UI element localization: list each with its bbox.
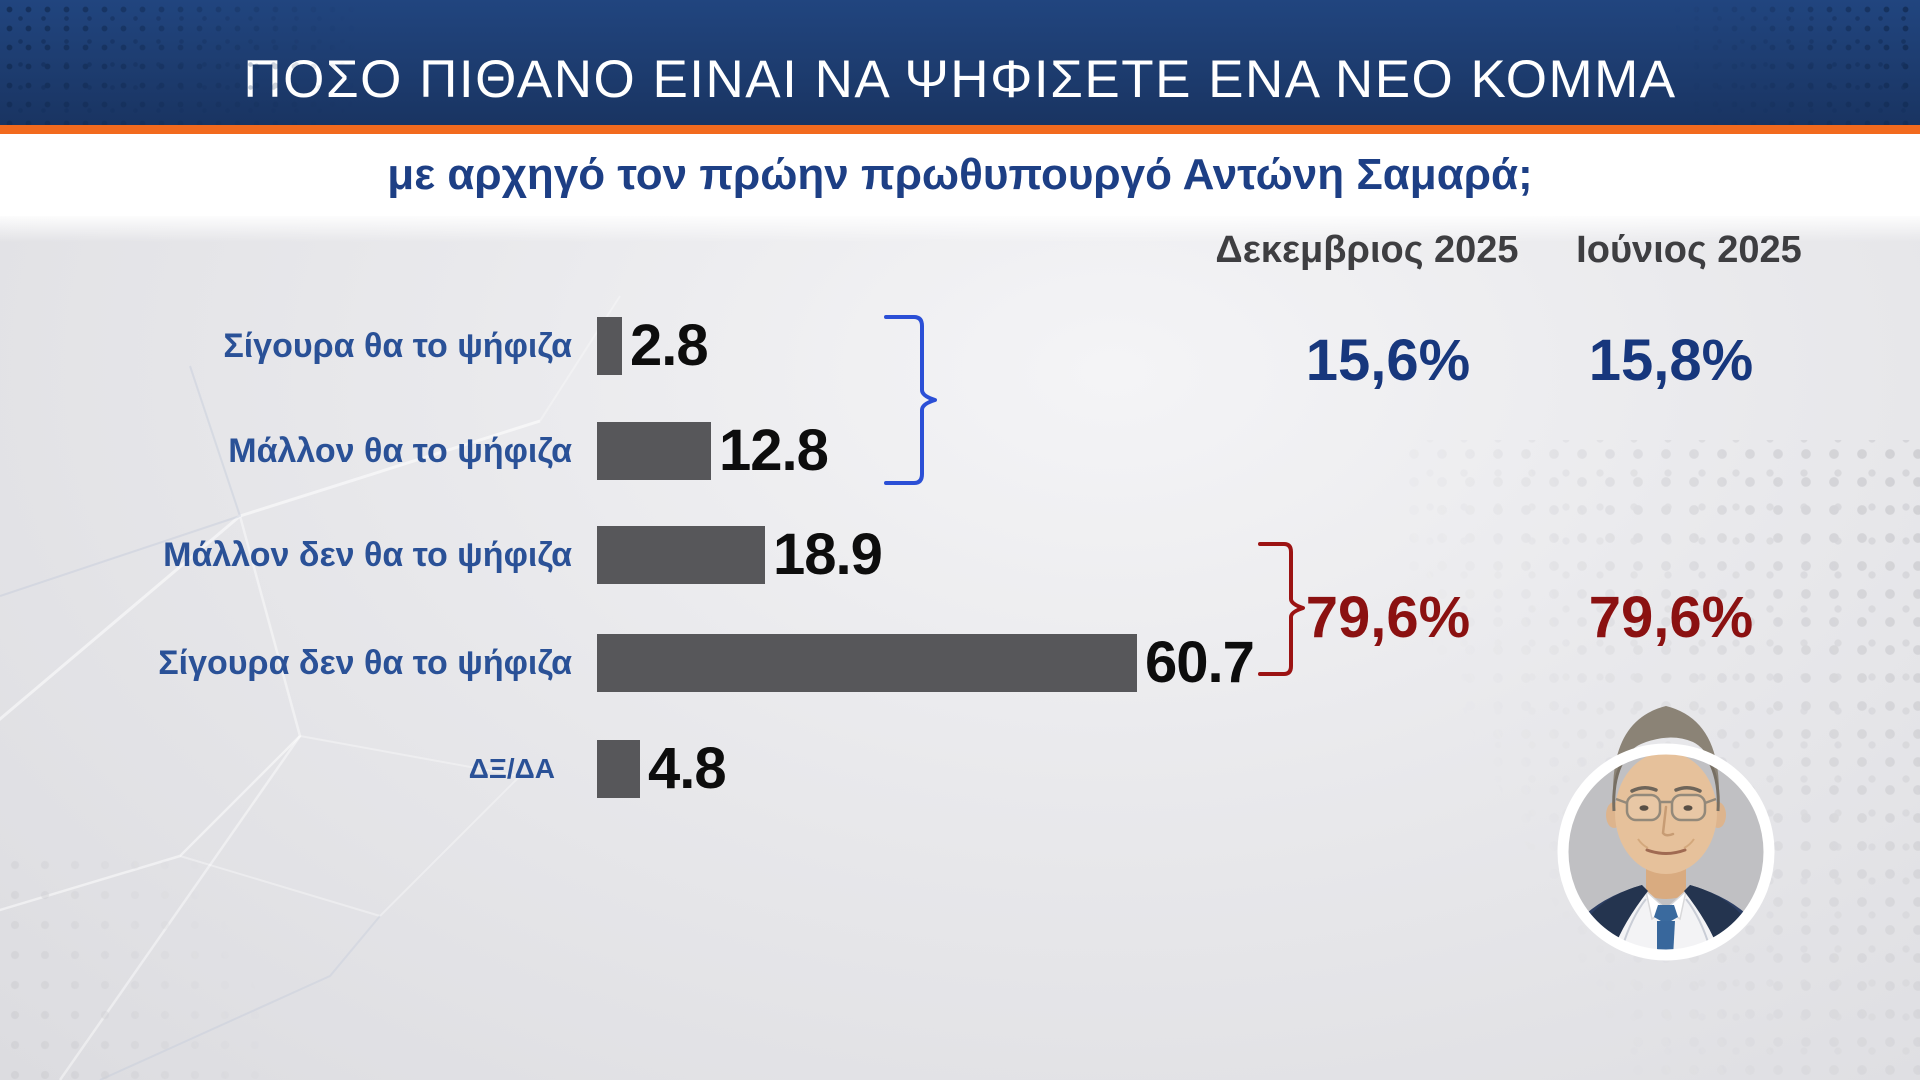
pct-would-not-vote-dec: 79,6% (1305, 585, 1471, 650)
pct-would-vote-jun: 15,8% (1588, 328, 1754, 393)
category-label: Σίγουρα θα το ψήφιζα (223, 327, 572, 365)
bar-value: 18.9 (773, 522, 883, 587)
bar-value: 4.8 (648, 736, 727, 801)
orange-divider (0, 125, 1920, 134)
pct-would-vote-dec: 15,6% (1305, 328, 1471, 393)
bar-value: 2.8 (630, 313, 709, 378)
page-subtitle: με αρχηγό τον πρώην πρωθυπουργό Αντώνη Σ… (387, 150, 1533, 199)
pct-would-not-vote-jun: 79,6% (1588, 585, 1754, 650)
page-title: ΠΟΣΟ ΠΙΘΑΝΟ ΕΙΝΑΙ ΝΑ ΨΗΦΙΣΕΤΕ ΕΝΑ ΝΕΟ ΚΟ… (243, 50, 1677, 109)
samaras-portrait-image (1557, 706, 1775, 961)
category-label: ΔΞ/ΔΑ (468, 753, 555, 784)
bar-sigoura-den (597, 634, 1137, 692)
bar-dxda (597, 740, 640, 798)
bar-mallon-tha (597, 422, 711, 480)
column-header-june-2025: Ιούνιος 2025 (1576, 229, 1802, 271)
column-header-december-2025: Δεκεμβριος 2025 (1215, 229, 1519, 271)
bar-sigoura-tha (597, 317, 622, 375)
header-bar: ΠΟΣΟ ΠΙΘΑΝΟ ΕΙΝΑΙ ΝΑ ΨΗΦΙΣΕΤΕ ΕΝΑ ΝΕΟ ΚΟ… (0, 0, 1920, 125)
category-label: Σίγουρα δεν θα το ψήφιζα (158, 644, 572, 682)
category-label: Μάλλον δεν θα το ψήφιζα (163, 536, 572, 574)
subtitle-band: με αρχηγό τον πρώην πρωθυπουργό Αντώνη Σ… (0, 134, 1920, 216)
bar-mallon-den (597, 526, 765, 584)
samaras-portrait (1554, 693, 1778, 973)
bar-value: 12.8 (719, 418, 829, 483)
category-label: Μάλλον θα το ψήφιζα (228, 432, 572, 470)
bar-value: 60.7 (1145, 630, 1255, 695)
